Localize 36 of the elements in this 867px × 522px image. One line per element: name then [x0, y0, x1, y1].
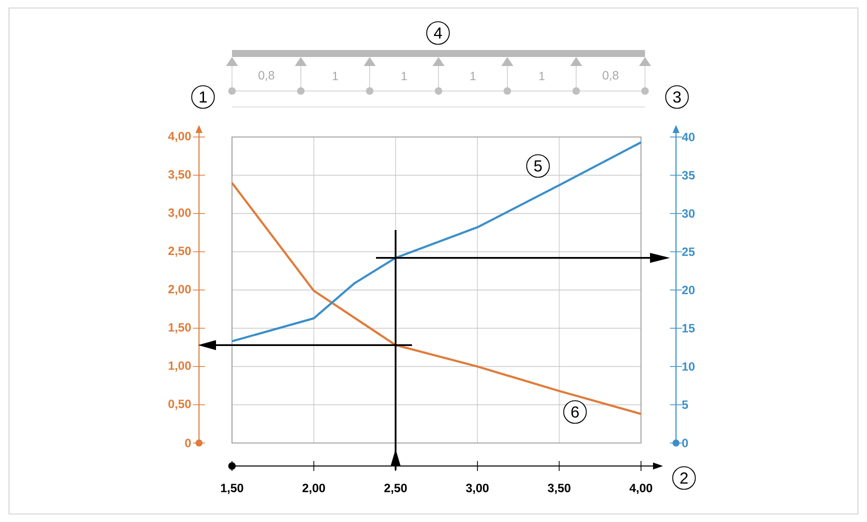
x-tick-label: 3,00: [466, 484, 489, 494]
y-tick-label: 2,50: [168, 246, 191, 257]
text: 1: [539, 72, 544, 80]
y-tick-label: 0: [185, 438, 191, 448]
text: 2: [680, 472, 688, 484]
y-tick-label: 3,50: [168, 170, 191, 180]
annotation: 6: [571, 406, 579, 418]
text: 4: [434, 28, 442, 38]
y-tick-label: 4,00: [168, 132, 191, 142]
y-tick-label: 0,50: [168, 400, 191, 410]
y2-tick-label: 40: [682, 132, 695, 142]
x-tick-label: 3,50: [548, 484, 570, 494]
x-tick-label: 2,50: [384, 484, 407, 494]
y2-tick-label: 35: [682, 170, 695, 180]
y2-tick-label: 25: [682, 247, 695, 256]
y-tick-label: 2,00: [168, 284, 191, 296]
x-tick-label: 1,50: [221, 484, 244, 494]
y2-tick-label: 5: [682, 400, 688, 409]
y2-tick-label: 0: [682, 438, 688, 448]
y2-tick-label: 15: [682, 324, 695, 332]
y2-tick-label: 30: [682, 209, 695, 218]
x-tick-label: 2,00: [302, 484, 325, 494]
x-tick-label: 4,00: [630, 484, 652, 494]
text: 1: [470, 72, 476, 80]
y2-tick-label: 10: [682, 362, 695, 371]
text: 1: [402, 72, 407, 80]
y-tick-label: 3,00: [168, 208, 191, 219]
text: 3: [673, 91, 681, 103]
y2-tick-label: 20: [682, 286, 695, 294]
y-tick-label: 1,00: [168, 361, 191, 372]
text: 0,8: [258, 71, 274, 81]
text: 0,8: [602, 71, 618, 81]
text: 1: [200, 92, 207, 102]
y-tick-label: 1,50: [168, 323, 191, 334]
annotation: 5: [534, 160, 542, 172]
text: 1: [332, 72, 338, 80]
